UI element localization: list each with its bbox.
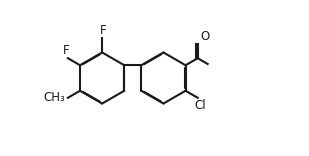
Text: F: F	[63, 44, 70, 57]
Text: CH₃: CH₃	[44, 91, 65, 104]
Text: O: O	[200, 30, 210, 43]
Text: F: F	[100, 24, 107, 37]
Text: Cl: Cl	[194, 99, 206, 112]
